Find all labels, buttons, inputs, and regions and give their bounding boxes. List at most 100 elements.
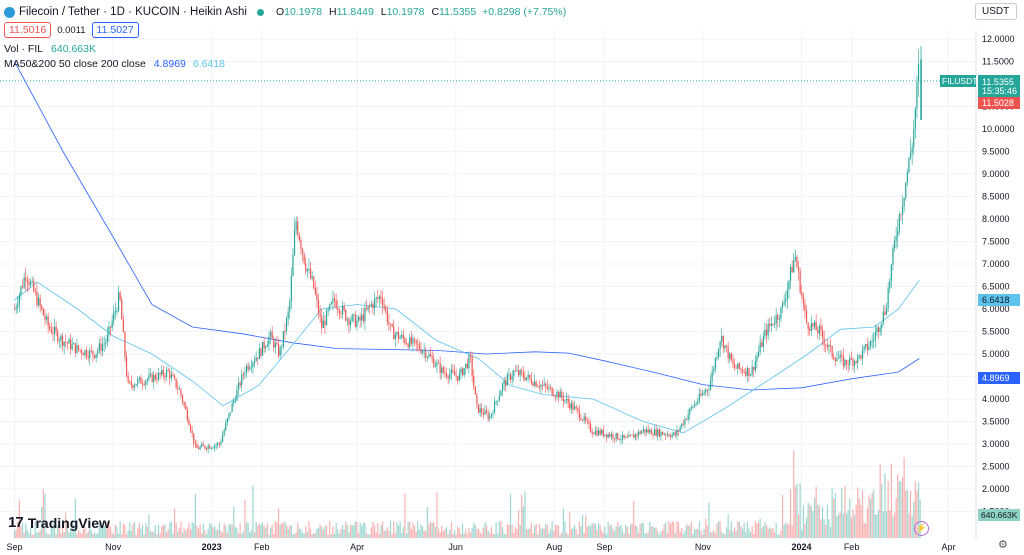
volume-bar [500, 521, 502, 538]
volume-bar [639, 523, 641, 538]
volume-bar [538, 523, 540, 538]
candle-body [514, 370, 516, 372]
volume-bar [289, 525, 291, 538]
candle-body [650, 429, 652, 435]
volume-bar [759, 518, 761, 538]
candle-body [103, 343, 105, 345]
symbol-header[interactable]: Filecoin / Tether · 1D · KUCOIN · Heikin… [4, 4, 566, 20]
tradingview-watermark[interactable]: 17 TradingView [8, 514, 110, 531]
candle-body [199, 446, 201, 450]
candle-body [825, 344, 827, 346]
candle-body [295, 221, 297, 231]
volume-bar [121, 534, 123, 538]
candle-body [28, 282, 30, 286]
volume-bar [274, 521, 276, 538]
volume-bar [751, 526, 753, 538]
candle-body [559, 391, 561, 398]
buy-button[interactable]: 11.5027 [91, 22, 139, 38]
volume-bar [217, 529, 219, 538]
candle-body [572, 403, 574, 410]
candle-body [321, 316, 323, 328]
volume-bar [210, 524, 212, 538]
volume-bar [357, 532, 360, 538]
time-tick-label: Aug [546, 542, 562, 552]
volume-bar [436, 491, 438, 538]
candle-body [802, 295, 804, 304]
candle-body [685, 418, 688, 420]
volume-bar [36, 532, 38, 538]
volume-bar [532, 533, 534, 538]
high-label: H [329, 6, 337, 18]
candle-body [695, 403, 697, 405]
time-axis[interactable]: Sep Nov 2023 Feb Apr Jun Aug Sep Nov 2024 Feb Apr [7, 542, 956, 552]
candle-body [289, 301, 291, 312]
volume-bar [410, 528, 412, 538]
volume-bar [247, 523, 249, 538]
volume-bar [893, 512, 896, 538]
volume-bar [658, 534, 660, 538]
candle-body [466, 363, 468, 368]
volume-bar [474, 525, 476, 538]
candle-body [146, 379, 148, 382]
volume-bar [860, 504, 862, 538]
volume-bar [418, 529, 420, 538]
candle-body [247, 365, 249, 370]
symbol-title[interactable]: Filecoin / Tether · 1D · KUCOIN · Heikin… [19, 6, 247, 18]
candle-body [636, 434, 638, 436]
volume-bar [146, 526, 148, 538]
volume-bar [825, 524, 827, 538]
candle-body [693, 404, 696, 408]
volume-bar [725, 527, 728, 538]
candle-body [205, 448, 208, 450]
volume-bar [631, 523, 633, 538]
candle-body [359, 317, 361, 321]
volume-bar [767, 528, 769, 538]
candle-body [642, 429, 644, 432]
volume-bar [111, 532, 113, 538]
sell-button[interactable]: 11.5016 [4, 22, 52, 38]
volume-bar [263, 525, 265, 538]
currency-selector[interactable]: USDT [975, 3, 1017, 20]
candle-body [714, 358, 716, 369]
time-tick-label: Sep [596, 542, 612, 552]
candle-body [79, 349, 81, 351]
volume-bar [701, 534, 704, 538]
settings-gear-icon[interactable]: ⚙ [998, 539, 1008, 551]
candle-body [84, 350, 86, 356]
volume-bar [597, 522, 600, 538]
volume-bar [716, 523, 718, 538]
candle-body [314, 288, 316, 294]
candle-body [740, 368, 742, 370]
volume-bar [298, 528, 300, 538]
volume-bar [661, 530, 664, 538]
candle-body [845, 360, 848, 365]
volume-bar [223, 523, 225, 538]
candle-body [170, 374, 172, 379]
volume-bar [45, 532, 48, 538]
volume-bar [404, 493, 406, 538]
candle-body [577, 407, 579, 410]
candle-body [149, 373, 152, 375]
volume-bar [335, 522, 337, 538]
volume-bar [311, 534, 313, 538]
change-value: +0.8298 (+7.75%) [482, 6, 567, 18]
candle-body [570, 403, 572, 409]
candle-body [906, 172, 908, 183]
volume-bar [626, 526, 628, 538]
volume-bar [497, 533, 499, 538]
volume-bar [642, 523, 644, 538]
volume-bar [511, 524, 513, 538]
candle-body [433, 358, 435, 367]
lightning-icon[interactable]: ⚡ [914, 521, 929, 536]
volume-bar [687, 525, 689, 538]
volume-bar [677, 522, 680, 538]
candle-body [546, 386, 548, 389]
price-tick-label: 4.0000 [982, 394, 1010, 404]
candle-body [709, 380, 712, 390]
volume-legend[interactable]: Vol · FIL 640.663K [4, 43, 96, 55]
volume-bar [221, 532, 224, 538]
candle-body [645, 429, 648, 433]
candle-body [649, 429, 651, 433]
ma-legend[interactable]: MA50&200 50 close 200 close 4.8969 6.641… [4, 58, 225, 70]
